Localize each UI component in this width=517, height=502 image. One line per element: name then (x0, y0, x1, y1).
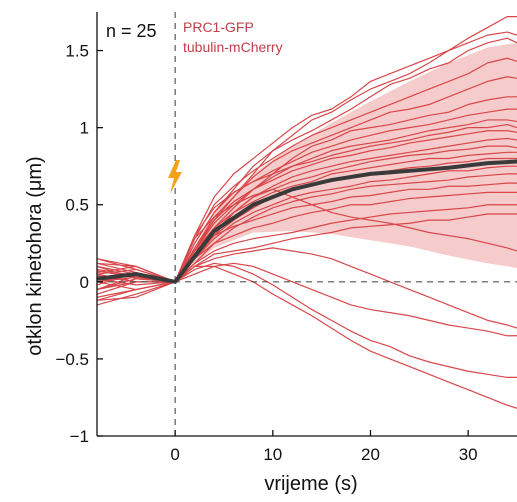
trace-line-24 (97, 265, 517, 409)
y-axis-title: otklon kinetohora (μm) (24, 156, 46, 355)
legend-entry-tubulin: tubulin-mCherry (183, 39, 283, 55)
sample-size-annotation: n = 25 (106, 21, 157, 41)
trace-line-16 (97, 173, 517, 283)
y-tick-label: 0.5 (65, 196, 89, 215)
lightning-bolt-icon (168, 160, 182, 194)
trace-line-12 (97, 145, 517, 306)
trace-line-9 (97, 123, 517, 295)
y-tick-label: −1 (70, 427, 89, 446)
mean-trace (97, 159, 517, 284)
trace-line-15 (97, 165, 517, 291)
trace-line-6 (97, 96, 517, 301)
y-tick-label: 1 (80, 119, 89, 138)
x-tick-label: 30 (459, 445, 478, 464)
trace-line-20 (97, 213, 517, 283)
trace-line-18 (97, 191, 517, 286)
x-tick-label: 10 (263, 445, 282, 464)
x-tick-label: 0 (170, 445, 179, 464)
y-tick-label: −0.5 (55, 350, 89, 369)
y-tick-label: 0 (80, 273, 89, 292)
trace-line-13 (97, 151, 517, 283)
legend-entry-prc1: PRC1-GFP (183, 19, 254, 35)
trace-line-10 (97, 130, 517, 283)
mean-trace-layer (97, 159, 517, 284)
trace-line-7 (97, 108, 517, 283)
axes-layer: 1.5 1 0.5 0 −0.5 −1 0 10 20 30 (55, 12, 517, 464)
x-tick-label: 20 (361, 445, 380, 464)
trace-line-23 (97, 262, 517, 379)
trace-line-2 (97, 31, 517, 291)
x-axis-title: vrijeme (s) (264, 473, 357, 495)
trace-line-19 (97, 204, 517, 283)
trace-line-22 (97, 262, 517, 337)
y-tick-label: 1.5 (65, 42, 89, 61)
trace-line-21 (97, 247, 517, 329)
